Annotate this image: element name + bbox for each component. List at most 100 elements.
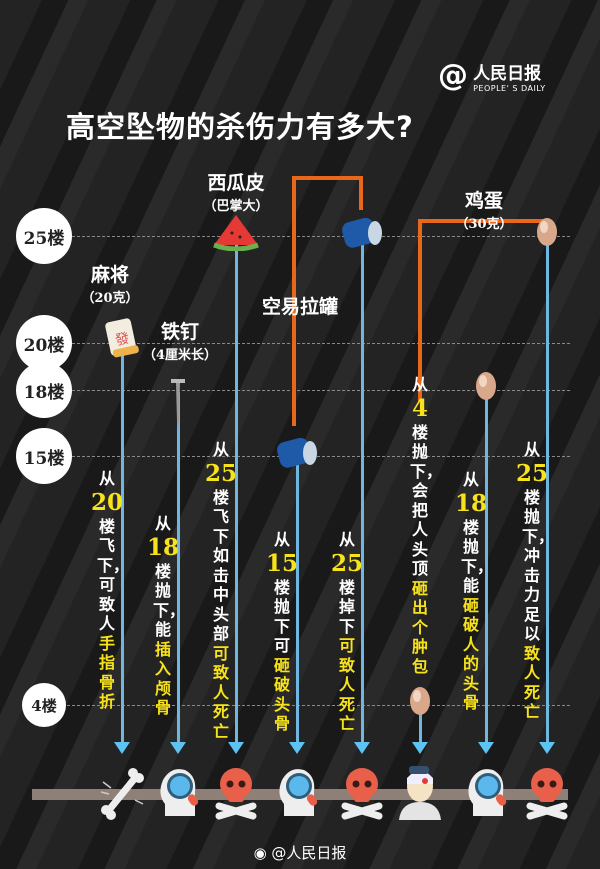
description-segment: 砸破人的头骨 bbox=[462, 595, 479, 713]
description-segment: 楼抛下可 bbox=[273, 577, 290, 656]
description-segment: 插入颅骨 bbox=[154, 639, 171, 718]
description-segment: 楼飞下，可致人 bbox=[97, 516, 130, 634]
drop-line bbox=[361, 238, 364, 742]
can-name: 空易拉罐 bbox=[261, 296, 339, 318]
description-segment: 楼抛下，冲击力足以 bbox=[522, 487, 555, 644]
description-segment: 砸出个肿包 bbox=[411, 578, 428, 676]
egg-icon bbox=[474, 370, 498, 406]
drop-line bbox=[419, 706, 422, 742]
drop-line bbox=[296, 460, 299, 742]
drop-description: 从 18 楼抛下，能 砸破人的头骨 bbox=[455, 470, 494, 713]
description-segment: 20 bbox=[90, 488, 123, 516]
floor-badge: 15楼 bbox=[16, 428, 72, 484]
head-scan-icon bbox=[155, 764, 201, 820]
watermelon-size: （巴掌大） bbox=[203, 199, 269, 214]
page-title: 高空坠物的杀伤力有多大? bbox=[66, 110, 414, 144]
can-bracket-top bbox=[292, 176, 363, 180]
drop-line bbox=[121, 342, 124, 742]
description-segment: 从 bbox=[523, 440, 540, 459]
logo-en: PEOPLE' S DAILY bbox=[473, 83, 546, 93]
description-segment: 砸破头骨 bbox=[273, 655, 290, 734]
drop-line bbox=[546, 238, 549, 742]
egg-bracket-left bbox=[418, 219, 422, 401]
drop-description: 从 25 楼抛下，冲击力足以 致人死亡 bbox=[516, 440, 555, 722]
description-segment: 楼抛下，能 bbox=[461, 517, 494, 596]
at-logo-icon: @ bbox=[438, 58, 468, 93]
drop-description: 从 25 楼飞下如击中头部 可致人死亡 bbox=[205, 440, 237, 741]
down-arrow-icon bbox=[478, 742, 494, 754]
nail-icon bbox=[170, 379, 186, 433]
can-bracket-right bbox=[359, 176, 363, 210]
egg-icon bbox=[535, 216, 559, 252]
description-segment: 可致人死亡 bbox=[338, 636, 355, 733]
description-segment: 18 bbox=[454, 489, 487, 517]
egg-weight: （30克） bbox=[455, 217, 513, 232]
description-segment: 手指骨折 bbox=[98, 633, 115, 712]
mahjong-weight: （20克） bbox=[81, 291, 139, 306]
footer-weibo: ◉ @人民日报 bbox=[0, 842, 600, 863]
drop-description: 从 25 楼掉下 可致人死亡 bbox=[331, 530, 363, 734]
broken-bone-icon bbox=[99, 764, 145, 820]
label-egg: 鸡蛋 （30克） bbox=[455, 186, 512, 232]
description-segment: 15 bbox=[265, 549, 298, 577]
description-segment: 从 bbox=[273, 530, 290, 549]
skull-icon bbox=[524, 764, 570, 820]
description-segment: 致人死亡 bbox=[523, 643, 540, 722]
label-can: 空易拉罐 bbox=[262, 292, 338, 319]
skull-icon bbox=[339, 764, 385, 820]
watermelon-icon bbox=[212, 213, 260, 255]
floor-line bbox=[62, 343, 570, 344]
mahjong-icon: 發 bbox=[105, 318, 139, 364]
svg-text:發: 發 bbox=[114, 330, 131, 349]
drop-description: 从 15 楼抛下可 砸破头骨 bbox=[266, 530, 298, 734]
can-icon bbox=[339, 213, 385, 255]
down-arrow-icon bbox=[539, 742, 555, 754]
can-icon bbox=[274, 433, 320, 475]
label-nail: 铁钉 （4厘米长） bbox=[143, 317, 217, 363]
head-scan-icon bbox=[463, 764, 509, 820]
down-arrow-icon bbox=[289, 742, 305, 754]
people-daily-logo: @ 人民日报 PEOPLE' S DAILY bbox=[438, 58, 546, 93]
description-segment: 25 bbox=[515, 459, 548, 487]
description-segment: 楼掉下 bbox=[338, 577, 355, 636]
description-segment: 可致人死亡 bbox=[212, 643, 229, 741]
description-segment: 楼飞下如击中头部 bbox=[212, 487, 229, 644]
description-segment: 从 bbox=[411, 375, 428, 394]
head-scan-icon bbox=[274, 764, 320, 820]
skull-icon bbox=[213, 764, 259, 820]
drop-description: 从 18 楼抛下，能 插入颅骨 bbox=[147, 514, 186, 718]
down-arrow-icon bbox=[114, 742, 130, 754]
description-segment: 从 bbox=[338, 530, 355, 549]
mahjong-name: 麻将 bbox=[90, 264, 129, 286]
egg-name: 鸡蛋 bbox=[464, 190, 503, 212]
footer-text: @人民日报 bbox=[271, 844, 347, 862]
down-arrow-icon bbox=[354, 742, 370, 754]
description-segment: 从 bbox=[98, 469, 115, 488]
weibo-icon: ◉ bbox=[253, 844, 272, 862]
drop-line bbox=[235, 238, 238, 742]
floor-badge: 4楼 bbox=[22, 683, 66, 727]
down-arrow-icon bbox=[170, 742, 186, 754]
description-segment: 从 bbox=[154, 514, 171, 533]
watermelon-name: 西瓜皮 bbox=[207, 172, 265, 194]
description-segment: 楼抛下，会把人头顶 bbox=[410, 422, 443, 579]
down-arrow-icon bbox=[228, 742, 244, 754]
nail-length: （4厘米长） bbox=[142, 348, 218, 363]
drop-line bbox=[485, 392, 488, 742]
nail-name: 铁钉 bbox=[160, 321, 200, 343]
floor-line bbox=[62, 390, 570, 391]
floor-line bbox=[62, 236, 570, 237]
drop-description: 从 4 楼抛下，会把人头顶 砸出个肿包 bbox=[410, 375, 443, 676]
description-segment: 楼抛下，能 bbox=[153, 561, 186, 640]
down-arrow-icon bbox=[412, 742, 428, 754]
logo-cn: 人民日报 bbox=[473, 63, 542, 84]
drop-line bbox=[177, 392, 180, 742]
egg-icon bbox=[408, 685, 432, 721]
drop-description: 从 20 楼飞下，可致人 手指骨折 bbox=[91, 469, 130, 712]
floor-badge: 20楼 bbox=[16, 315, 72, 371]
label-watermelon: 西瓜皮 （巴掌大） bbox=[203, 168, 268, 214]
description-segment: 从 bbox=[462, 470, 479, 489]
description-segment: 25 bbox=[204, 459, 237, 487]
floor-badge: 18楼 bbox=[16, 362, 72, 418]
description-segment: 从 bbox=[212, 440, 229, 459]
